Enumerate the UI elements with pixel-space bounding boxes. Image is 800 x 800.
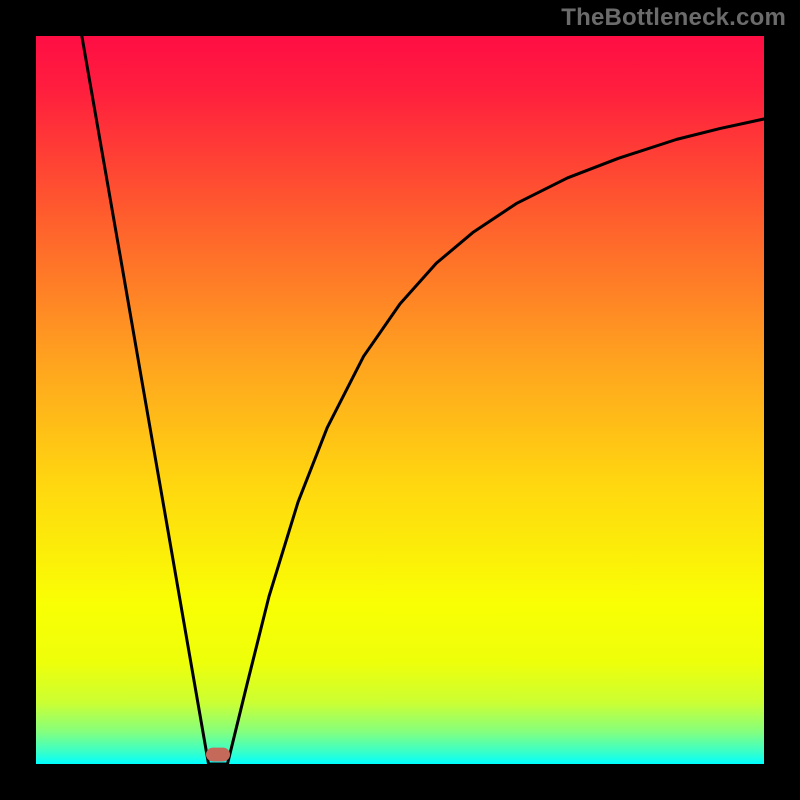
chart-overlay-svg [36,36,764,764]
bottleneck-curve [82,36,764,764]
watermark-text: TheBottleneck.com [561,4,786,32]
plot-area [36,36,764,764]
chart-root: TheBottleneck.com [0,0,800,800]
minimum-marker [206,748,230,762]
